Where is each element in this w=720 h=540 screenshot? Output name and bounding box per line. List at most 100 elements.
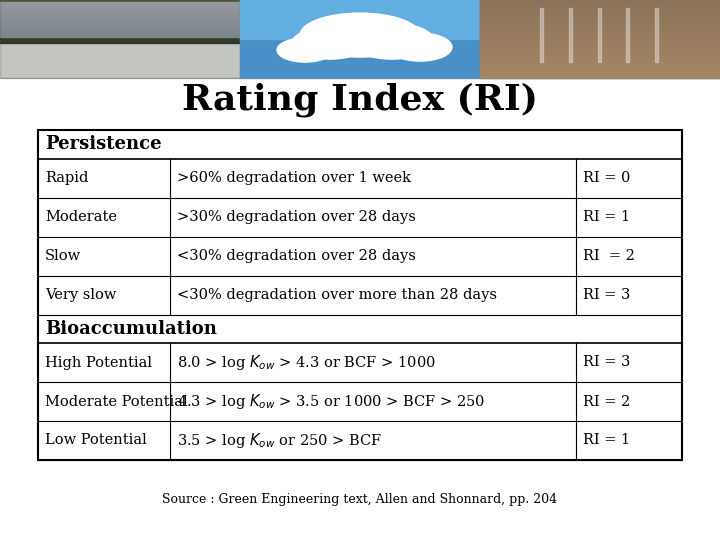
Bar <box>480 60 720 63</box>
Bar <box>480 35 720 37</box>
Bar <box>480 57 720 58</box>
Bar <box>0 7 240 9</box>
Bar <box>0 26 240 27</box>
Text: >60% degradation over 1 week: >60% degradation over 1 week <box>177 171 411 185</box>
Bar <box>480 55 720 57</box>
Text: RI = 2: RI = 2 <box>582 395 630 408</box>
Bar <box>0 14 240 16</box>
Text: Moderate Potential: Moderate Potential <box>45 395 188 408</box>
Text: RI = 3: RI = 3 <box>582 288 630 302</box>
Bar <box>480 33 720 35</box>
Bar <box>0 6 240 8</box>
Bar <box>0 0 240 1</box>
Text: Rapid: Rapid <box>45 171 89 185</box>
Text: Moderate: Moderate <box>45 210 117 224</box>
Ellipse shape <box>277 38 333 62</box>
Bar <box>0 21 240 22</box>
Bar <box>0 28 240 29</box>
Text: >30% degradation over 28 days: >30% degradation over 28 days <box>177 210 416 224</box>
Text: RI = 1: RI = 1 <box>582 434 630 448</box>
Bar <box>0 22 240 23</box>
Bar <box>480 45 720 47</box>
Bar <box>480 66 720 68</box>
Bar <box>0 8 240 9</box>
Bar <box>569 8 572 63</box>
Bar <box>0 30 240 31</box>
Bar <box>480 16 720 18</box>
Bar <box>0 27 240 28</box>
Bar <box>480 64 720 66</box>
Bar <box>0 36 240 37</box>
Bar <box>480 29 720 31</box>
Bar <box>0 10 240 11</box>
Bar <box>0 31 240 33</box>
Bar <box>0 19 240 21</box>
Bar <box>480 19 720 22</box>
Bar <box>540 8 543 63</box>
Bar <box>480 31 720 33</box>
Bar <box>480 23 720 25</box>
Bar <box>0 32 240 33</box>
Text: RI = 3: RI = 3 <box>582 355 630 369</box>
Bar <box>0 1 240 2</box>
Bar <box>480 0 720 78</box>
Bar <box>0 3 240 4</box>
Bar <box>480 49 720 51</box>
Text: 4.3 > log $K_{ow}$ > 3.5 or 1000 > BCF > 250: 4.3 > log $K_{ow}$ > 3.5 or 1000 > BCF >… <box>177 392 485 411</box>
Text: <30% degradation over more than 28 days: <30% degradation over more than 28 days <box>177 288 497 302</box>
Bar <box>0 17 240 19</box>
Bar <box>0 25 240 26</box>
Text: <30% degradation over 28 days: <30% degradation over 28 days <box>177 249 416 263</box>
Bar <box>480 52 720 55</box>
Bar <box>0 29 240 30</box>
Bar <box>0 40 240 42</box>
Bar <box>0 9 240 10</box>
Bar <box>480 25 720 28</box>
Bar <box>0 33 240 35</box>
Bar <box>0 5 240 7</box>
Bar <box>0 12 240 13</box>
Bar <box>0 19 240 21</box>
Bar <box>480 12 720 14</box>
Bar <box>480 74 720 76</box>
Bar <box>480 43 720 45</box>
Bar <box>0 23 240 24</box>
Text: Source : Green Engineering text, Allen and Shonnard, pp. 204: Source : Green Engineering text, Allen a… <box>163 494 557 507</box>
Bar <box>480 37 720 39</box>
Bar <box>0 37 240 38</box>
Text: Rating Index (RI): Rating Index (RI) <box>182 83 538 117</box>
Text: RI = 1: RI = 1 <box>582 210 630 224</box>
Text: Very slow: Very slow <box>45 288 117 302</box>
Bar <box>0 13 240 14</box>
Bar <box>0 4 240 5</box>
Bar <box>480 63 720 64</box>
Bar <box>0 18 240 19</box>
Bar <box>480 51 720 52</box>
Bar <box>480 72 720 74</box>
Bar <box>0 9 240 10</box>
Bar <box>0 16 240 17</box>
Bar <box>480 14 720 16</box>
Bar <box>0 33 240 35</box>
Bar <box>480 6 720 8</box>
Bar <box>0 39 240 40</box>
Bar <box>480 0 720 2</box>
Ellipse shape <box>292 27 368 59</box>
Bar <box>0 5 240 6</box>
Text: High Potential: High Potential <box>45 355 152 369</box>
Bar <box>480 17 720 19</box>
Bar <box>0 30 240 31</box>
Bar <box>480 28 720 29</box>
Bar <box>0 11 240 12</box>
Bar <box>0 26 240 28</box>
Bar <box>480 68 720 70</box>
Bar <box>480 10 720 12</box>
Bar <box>0 25 240 26</box>
Bar <box>480 41 720 43</box>
Bar <box>598 8 600 63</box>
Text: RI  = 2: RI = 2 <box>582 249 634 263</box>
Bar <box>0 15 240 16</box>
Text: Bioaccumulation: Bioaccumulation <box>45 320 217 338</box>
Bar <box>480 47 720 49</box>
Ellipse shape <box>300 13 420 57</box>
